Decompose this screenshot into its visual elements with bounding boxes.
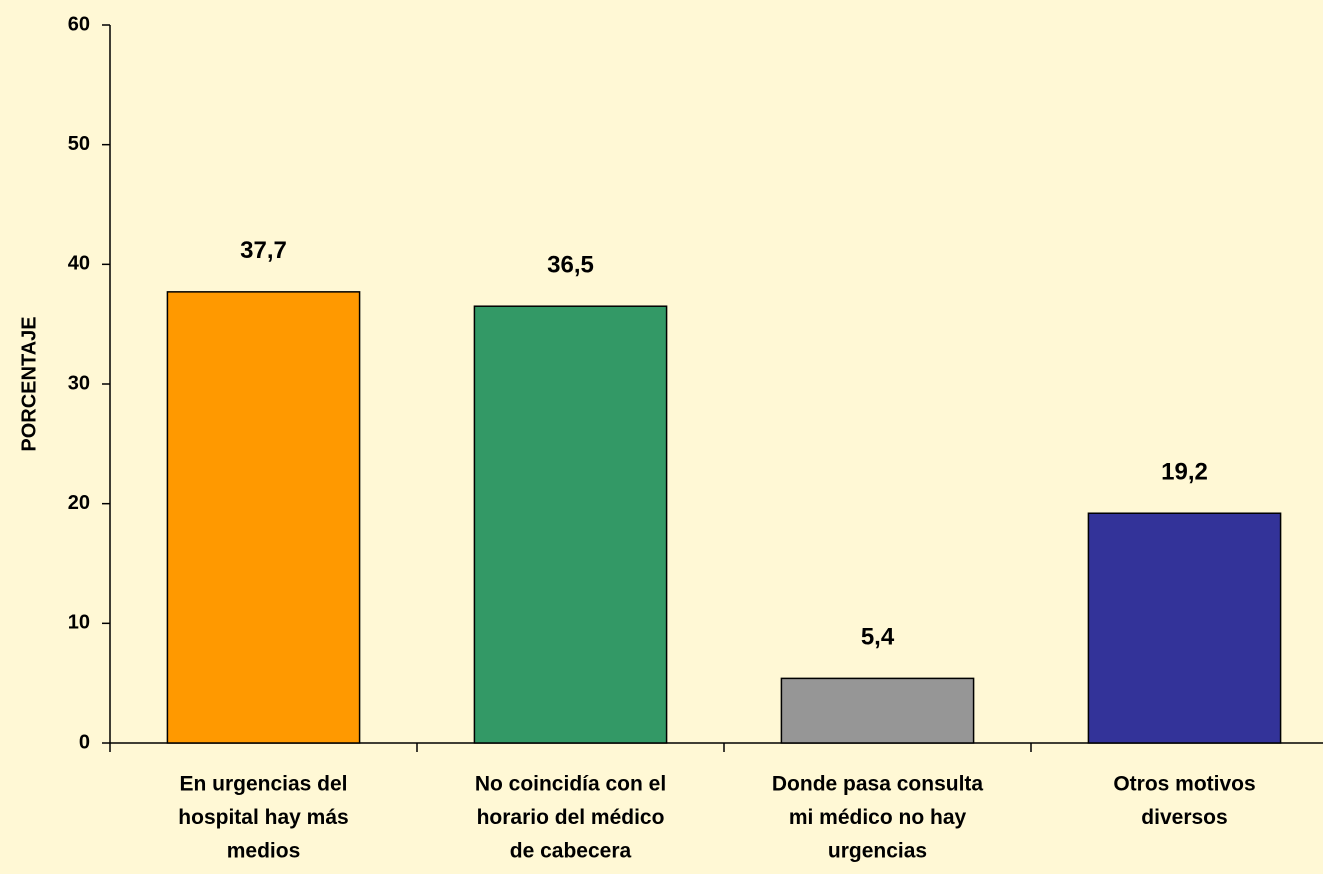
y-tick-label: 0 xyxy=(79,731,90,753)
y-tick-label: 40 xyxy=(68,253,90,275)
y-axis-label: PORCENTAJE xyxy=(18,316,40,451)
data-label: 5,4 xyxy=(861,624,895,651)
x-tick-label: de cabecera xyxy=(510,840,632,863)
x-tick-label: Donde pasa consulta xyxy=(772,773,984,796)
x-tick-label: Otros motivos xyxy=(1113,773,1255,796)
bar xyxy=(780,677,975,744)
bar xyxy=(166,291,361,744)
x-tick-label: mi médico no hay xyxy=(789,806,967,829)
y-tick-label: 50 xyxy=(68,133,90,155)
data-label: 36,5 xyxy=(547,252,594,279)
x-tick-label: medios xyxy=(227,840,301,863)
bar xyxy=(473,305,668,744)
x-tick-label: horario del médico xyxy=(477,806,665,829)
y-tick-label: 30 xyxy=(68,372,90,394)
x-tick-label: En urgencias del xyxy=(179,773,347,796)
bar xyxy=(1087,512,1282,744)
x-tick-label: hospital hay más xyxy=(178,806,348,829)
data-label: 37,7 xyxy=(240,237,287,264)
y-tick-label: 60 xyxy=(68,13,90,35)
data-label: 19,2 xyxy=(1161,459,1208,486)
x-tick-label: urgencias xyxy=(828,840,927,863)
y-tick-label: 10 xyxy=(68,612,90,634)
y-tick-label: 20 xyxy=(68,492,90,514)
x-tick-label: diversos xyxy=(1141,806,1227,829)
x-tick-label: No coincidía con el xyxy=(475,773,666,796)
